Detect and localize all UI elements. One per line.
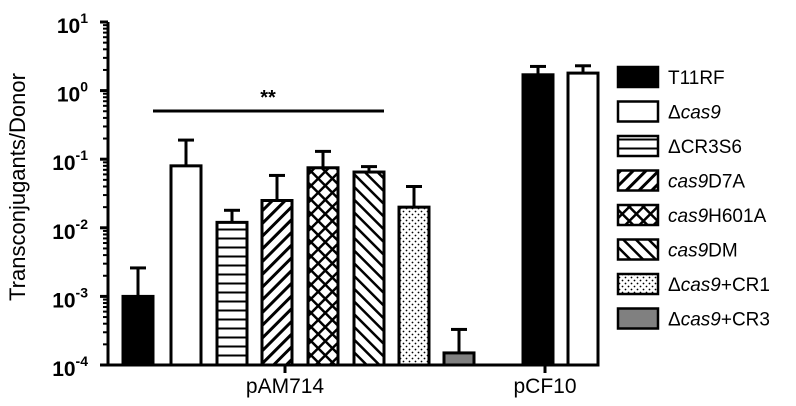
legend-swatch-7	[616, 307, 660, 330]
y-axis-label: Transconjugants/Donor	[5, 73, 30, 301]
legend-label-7: Δcas9+CR3	[668, 310, 770, 331]
bar-pAM714-2	[215, 220, 249, 367]
legend-label-6: Δcas9+CR1	[668, 275, 770, 296]
legend-label-2: ΔCR3S6	[668, 137, 742, 158]
y-tick-label: 101	[57, 10, 88, 38]
legend-label-3: cas9D7A	[668, 172, 745, 193]
legend-label-1: Δcas9	[668, 103, 721, 124]
legend-swatch-5	[616, 238, 660, 261]
bar-pCF10-0	[521, 73, 555, 367]
bar-pCF10-1	[566, 71, 600, 367]
legend-swatch-1	[616, 100, 660, 123]
y-tick-label: 10-2	[52, 216, 88, 244]
legend-swatch-3	[616, 169, 660, 192]
legend-label-5: cas9DM	[668, 241, 738, 262]
legend-swatch-2	[616, 134, 660, 158]
bar-pAM714-3	[260, 199, 294, 367]
y-tick-label: 100	[57, 79, 88, 107]
legend-swatch-6	[616, 272, 660, 296]
legend: T11RF Δcas9 ΔCR3S6 cas9D7A cas9H601A cas9DM Δc…	[616, 65, 770, 331]
legend-label-0: T11RF	[668, 68, 725, 89]
y-tick-label: 10-3	[52, 284, 88, 312]
y-tick-label: 10-4	[52, 353, 88, 381]
bar-pAM714-7	[442, 351, 476, 367]
bar-pAM714-0	[121, 294, 155, 367]
y-tick-label: 10-1	[52, 147, 88, 175]
bar-pAM714-1	[169, 164, 203, 367]
legend-swatch-4	[616, 203, 660, 227]
x-tick-label-pAM714: pAM714	[246, 375, 325, 398]
bar-pAM714-4	[306, 166, 340, 367]
bar-pAM714-5	[352, 170, 386, 367]
legend-label-4: cas9H601A	[668, 206, 767, 227]
x-tick-label-pCF10: pCF10	[513, 375, 576, 398]
bar-pAM714-6	[397, 205, 431, 367]
legend-swatch-0	[616, 65, 660, 89]
plot-area: 101 100 10-1 10-2 10-3 10-4 pAM714 pCF10 **	[52, 10, 600, 398]
significance-label: **	[260, 87, 276, 109]
